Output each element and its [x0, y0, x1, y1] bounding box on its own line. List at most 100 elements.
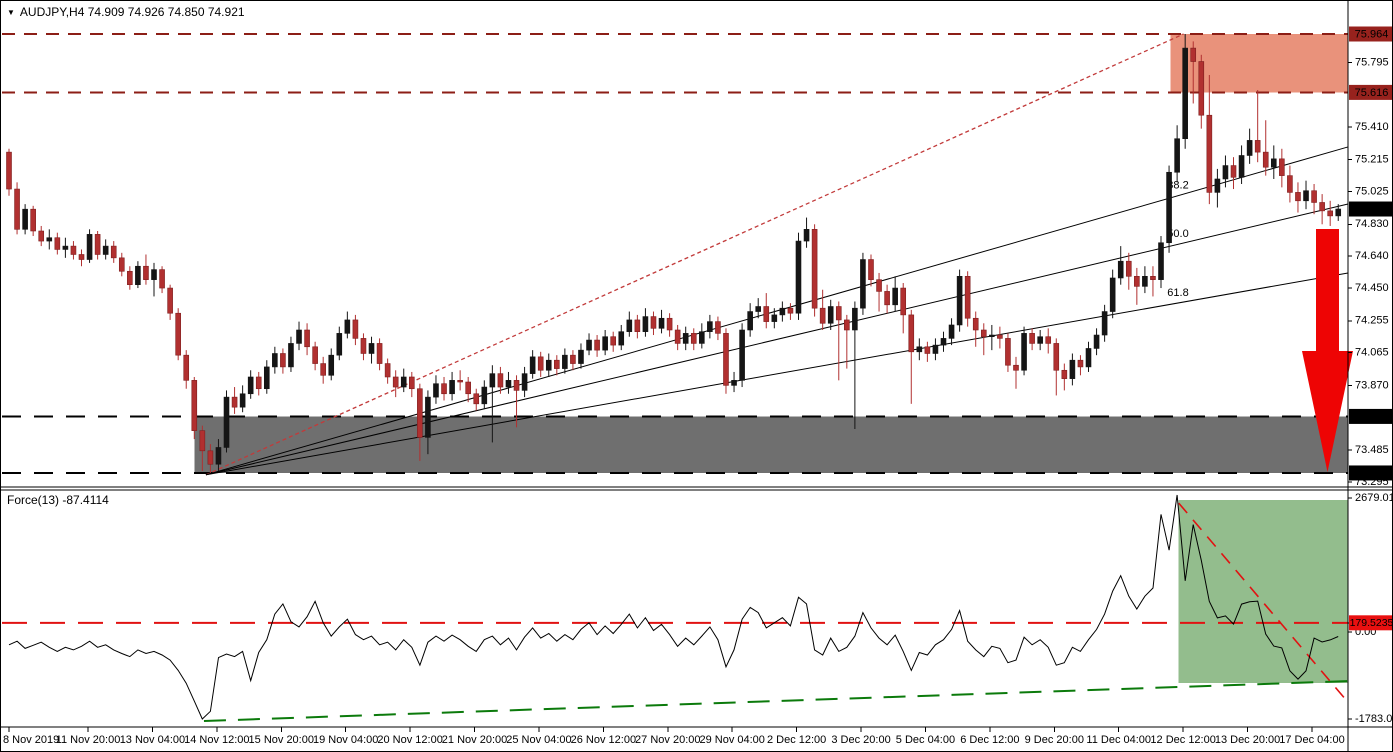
price-axis: 75.795 75.410 75.215 75.025 74.830 74.640 74.4…: [1348, 26, 1392, 488]
bull-candle: [1069, 359, 1076, 379]
bear-candle: [787, 307, 794, 314]
bull-candle: [529, 356, 536, 374]
svg-text:11 Nov 20:00: 11 Nov 20:00: [56, 734, 121, 746]
bull-candle: [449, 380, 455, 395]
zones: [194, 34, 1349, 473]
bear-candle: [900, 287, 907, 316]
bull-candle: [489, 373, 496, 388]
bear-candle: [876, 279, 882, 292]
down-arrow: [1302, 229, 1353, 472]
bull-candle: [86, 234, 93, 260]
bull-candle: [707, 321, 713, 332]
chevron-down-icon[interactable]: ▼: [7, 8, 15, 17]
svg-text:75.964: 75.964: [1355, 28, 1389, 40]
bear-candle: [1150, 276, 1156, 280]
bear-candle: [1279, 158, 1285, 176]
svg-text:13 Dec 20:00: 13 Dec 20:00: [1215, 734, 1280, 746]
bear-candle: [513, 380, 520, 391]
svg-text:74.640: 74.640: [1355, 250, 1389, 262]
bull-candle: [433, 383, 439, 398]
bull-candle: [62, 245, 69, 250]
bull-candle: [1109, 277, 1116, 312]
bear-candle: [819, 307, 826, 324]
down-arrow-shape: [1302, 229, 1353, 472]
bear-candle: [110, 245, 117, 259]
bull-candle: [795, 240, 802, 314]
bear-candle: [1061, 369, 1068, 379]
bear-candle: [650, 316, 657, 329]
bear-candle: [30, 208, 36, 232]
bear-candle: [715, 321, 721, 334]
bull-candle: [989, 334, 995, 338]
bear-candle: [14, 188, 20, 230]
bull-candle: [1021, 333, 1027, 371]
bear-candle: [118, 257, 125, 272]
svg-text:74.921: 74.921: [1355, 203, 1389, 215]
bull-candle: [336, 333, 343, 356]
bear-candle: [1005, 338, 1011, 366]
svg-text:3 Dec 20:00: 3 Dec 20:00: [831, 734, 890, 746]
bear-candle: [1077, 359, 1084, 368]
bear-candle: [980, 329, 987, 338]
bull-candle: [22, 208, 28, 230]
bear-candle: [884, 291, 890, 306]
svg-text:-1783.046: -1783.046: [1355, 713, 1393, 725]
bull-candle: [1166, 171, 1172, 244]
level-lines: [2, 33, 1348, 474]
bull-candle: [1335, 208, 1342, 217]
svg-text:8 Nov 2019: 8 Nov 2019: [3, 734, 59, 746]
bull-candle: [239, 393, 246, 408]
bear-candle: [143, 265, 149, 280]
bear-candle: [1134, 276, 1140, 287]
bear-candle: [70, 245, 77, 255]
bear-candle: [554, 359, 560, 369]
bear-candle: [972, 317, 979, 331]
svg-text:21 Nov 20:00: 21 Nov 20:00: [442, 734, 507, 746]
bear-candle: [1053, 343, 1060, 371]
bear-candle: [127, 270, 133, 285]
bear-candle: [38, 230, 45, 242]
bear-candle: [280, 353, 286, 368]
bull-candle: [1222, 165, 1229, 180]
svg-text:26 Nov 12:00: 26 Nov 12:00: [571, 734, 636, 746]
bear-candle: [908, 314, 915, 353]
bull-candle: [618, 331, 625, 346]
bull-candle: [860, 259, 866, 309]
bear-candle: [320, 363, 326, 376]
force-index-pane: [2, 494, 1350, 723]
bull-candle: [852, 307, 858, 331]
svg-text:15 Nov 20:00: 15 Nov 20:00: [249, 734, 314, 746]
svg-text:11 Dec 04:00: 11 Dec 04:00: [1086, 734, 1151, 746]
green-zone: [1178, 500, 1348, 684]
bear-candle: [408, 376, 415, 390]
svg-text:6 Dec 12:00: 6 Dec 12:00: [960, 734, 1019, 746]
bull-candle: [400, 376, 407, 388]
indicator-level-badge: [1349, 615, 1392, 631]
bull-candle: [425, 396, 431, 438]
bear-candle: [1198, 61, 1205, 116]
bear-candle: [1230, 165, 1237, 178]
bear-candle: [473, 393, 480, 405]
svg-text:20 Nov 12:00: 20 Nov 12:00: [377, 734, 442, 746]
bull-candle: [739, 329, 745, 381]
svg-text:13 Nov 04:00: 13 Nov 04:00: [120, 734, 185, 746]
svg-text:75.795: 75.795: [1355, 56, 1389, 68]
bear-candle: [1327, 210, 1333, 217]
bull-candle: [747, 311, 753, 331]
svg-text:74.830: 74.830: [1355, 218, 1389, 230]
chart-title: ▼ AUDJPY,H4 74.909 74.926 74.850 74.921: [7, 5, 245, 19]
bear-candle: [997, 334, 1003, 339]
bear-candle: [199, 430, 206, 452]
bull-candle: [916, 346, 923, 353]
bull-candle: [1037, 336, 1043, 344]
indicator-label: Force(13) -87.4114: [7, 493, 109, 507]
supply-zone: [1170, 34, 1348, 93]
bear-candle: [1254, 140, 1261, 153]
bear-candle: [183, 354, 190, 381]
force-index-line: [8, 494, 1339, 720]
bull-candle: [223, 396, 230, 448]
bull-candle: [755, 306, 762, 312]
bull-candle: [892, 287, 898, 306]
